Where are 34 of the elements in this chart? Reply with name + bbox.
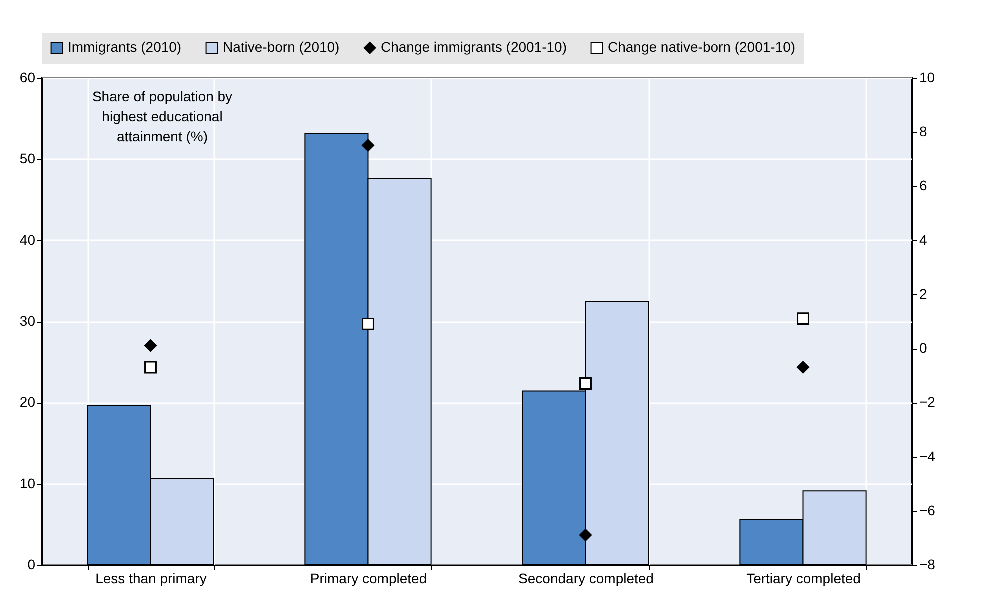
y2-tick-label: 6: [920, 178, 928, 194]
y-tick-label: 40: [20, 232, 36, 248]
y2-tick-label: 8: [920, 124, 928, 140]
point: [580, 378, 592, 390]
y-tick-label: 60: [20, 70, 36, 86]
y2-tick-label: −8: [920, 556, 936, 572]
y2-tick-label: −6: [920, 502, 936, 518]
y2-tick-label: −4: [920, 448, 936, 464]
legend-label: Change immigrants (2001-10): [381, 39, 567, 56]
x-tick-label: Secondary completed: [518, 570, 654, 586]
point: [580, 529, 592, 542]
point: [797, 312, 810, 326]
y2-tick-label: 10: [920, 70, 936, 86]
y2-tick-label: −2: [920, 394, 936, 410]
y-tick-label: 50: [20, 150, 36, 167]
x-tick-label: Less than primary: [96, 570, 207, 586]
y-axis-title: Share of population by highest educational attainment (%): [92, 88, 233, 144]
y-tick-label: 20: [20, 394, 36, 410]
x-tick-label: Tertiary completed: [746, 570, 861, 586]
y-tick-label: 0: [28, 556, 36, 572]
x-tick-label: Primary completed: [310, 570, 428, 586]
point: [797, 361, 810, 374]
point: [362, 139, 374, 152]
legend-label: Immigrants (2010): [68, 39, 182, 56]
y-tick-label: 10: [20, 475, 36, 492]
legend-label: Native-born (2010): [223, 39, 340, 56]
legend-label: Change native-born (2001-10): [608, 39, 796, 56]
y-tick-label: 30: [20, 313, 36, 329]
point: [144, 361, 157, 374]
y2-tick-label: 0: [920, 340, 928, 356]
y2-tick-label: 4: [920, 232, 928, 248]
point: [362, 318, 374, 330]
point: [144, 340, 157, 352]
y2-tick-label: 2: [920, 286, 928, 302]
